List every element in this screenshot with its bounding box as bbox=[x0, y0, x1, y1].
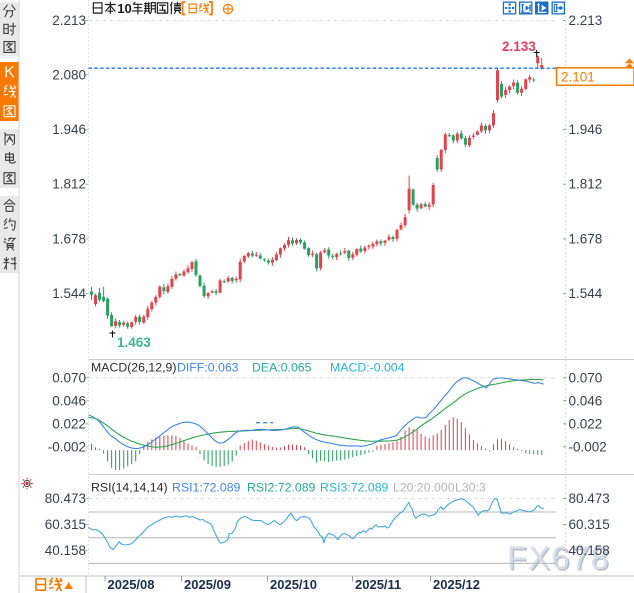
svg-text:1.678: 1.678 bbox=[52, 231, 86, 246]
svg-text:1.946: 1.946 bbox=[52, 122, 86, 137]
svg-text:80.473: 80.473 bbox=[569, 491, 610, 506]
svg-text:60.315: 60.315 bbox=[569, 517, 610, 532]
svg-text:1.812: 1.812 bbox=[569, 177, 603, 192]
svg-text:0.070: 0.070 bbox=[569, 370, 603, 385]
svg-text:0.022: 0.022 bbox=[569, 416, 603, 431]
svg-text:10: 10 bbox=[117, 1, 131, 16]
svg-text:FX678: FX678 bbox=[507, 540, 610, 576]
svg-text:2.101: 2.101 bbox=[561, 70, 595, 85]
svg-text:1.678: 1.678 bbox=[569, 231, 603, 246]
svg-text:40.158: 40.158 bbox=[45, 543, 86, 558]
svg-text:RSI3:72.089: RSI3:72.089 bbox=[320, 481, 389, 495]
svg-text:2025/08: 2025/08 bbox=[108, 577, 155, 592]
svg-text:2025/11: 2025/11 bbox=[355, 577, 401, 592]
svg-text:0.046: 0.046 bbox=[569, 393, 603, 408]
svg-text:2.213: 2.213 bbox=[52, 13, 86, 28]
svg-text:MACD(26,12,9): MACD(26,12,9) bbox=[91, 361, 176, 375]
svg-text:RSI1:72.089: RSI1:72.089 bbox=[172, 481, 241, 495]
svg-text:L30:3: L30:3 bbox=[455, 481, 486, 495]
svg-text:2025/10: 2025/10 bbox=[270, 577, 317, 592]
svg-text:RSI2:72.089: RSI2:72.089 bbox=[247, 481, 316, 495]
svg-text:FX678: FX678 bbox=[509, 542, 612, 578]
svg-text:2025/09: 2025/09 bbox=[184, 577, 231, 592]
svg-text:RSI(14,14,14): RSI(14,14,14) bbox=[91, 481, 168, 495]
svg-text:2.080: 2.080 bbox=[52, 67, 86, 82]
svg-text:1.812: 1.812 bbox=[52, 177, 86, 192]
svg-text:1.544: 1.544 bbox=[569, 286, 603, 301]
svg-text:1.463: 1.463 bbox=[117, 335, 151, 350]
svg-text:0.046: 0.046 bbox=[52, 393, 86, 408]
svg-text:2025/12: 2025/12 bbox=[433, 577, 480, 592]
svg-text:-0.002: -0.002 bbox=[569, 439, 607, 454]
svg-text:0.022: 0.022 bbox=[52, 416, 86, 431]
svg-text:60.315: 60.315 bbox=[45, 517, 86, 532]
svg-text:2.213: 2.213 bbox=[569, 13, 603, 28]
svg-text:MACD:-0.004: MACD:-0.004 bbox=[330, 361, 405, 375]
svg-text:-0.002: -0.002 bbox=[48, 439, 86, 454]
svg-text:L20:20.000: L20:20.000 bbox=[393, 481, 455, 495]
svg-text:2.133: 2.133 bbox=[502, 39, 536, 54]
svg-text:0.070: 0.070 bbox=[52, 370, 86, 385]
svg-text:40.158: 40.158 bbox=[569, 543, 610, 558]
svg-text:80.473: 80.473 bbox=[45, 491, 86, 506]
svg-text:DEA:0.065: DEA:0.065 bbox=[252, 361, 312, 375]
svg-text:1.544: 1.544 bbox=[52, 286, 86, 301]
svg-text:1.946: 1.946 bbox=[569, 122, 603, 137]
svg-text:DIFF:0.063: DIFF:0.063 bbox=[177, 361, 239, 375]
